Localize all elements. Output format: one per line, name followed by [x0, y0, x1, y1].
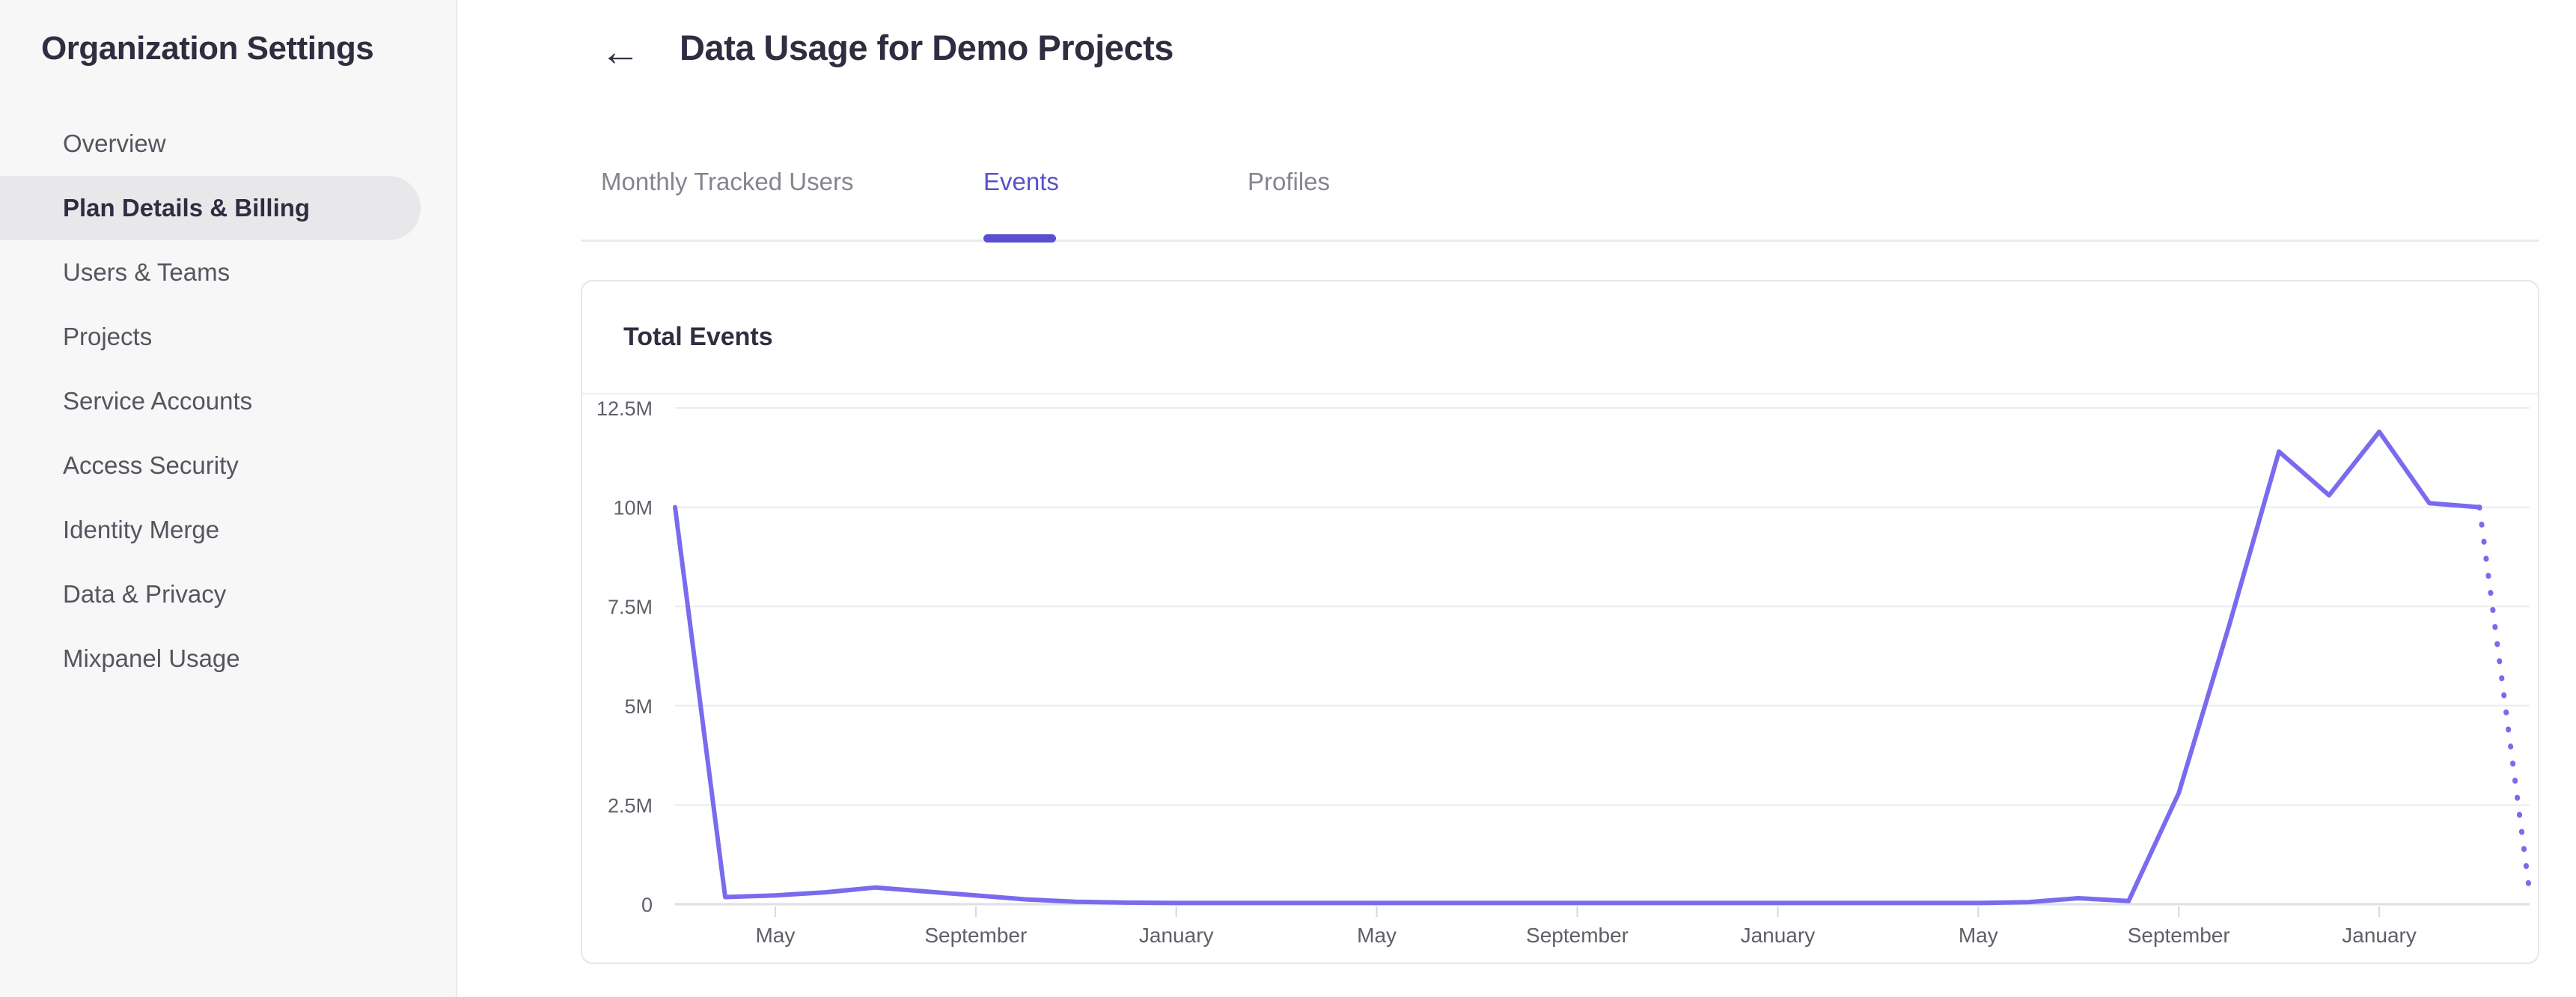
- x-axis-label: January: [1139, 924, 1214, 947]
- chart-wrap: 0 2.5M 5M 7.5M 10M 12.5M May September January Ma…: [582, 394, 2538, 961]
- y-axis-label: 12.5M: [596, 397, 653, 420]
- sidebar-item-projects[interactable]: Projects: [63, 323, 153, 350]
- x-axis-label: May: [755, 924, 795, 947]
- sidebar-item-mixpanel-usage[interactable]: Mixpanel Usage: [63, 644, 240, 672]
- tab-monthly-tracked-users[interactable]: Monthly Tracked Users: [601, 168, 854, 195]
- y-axis-label: 7.5M: [608, 596, 653, 618]
- series-line-solid: [673, 429, 2482, 906]
- x-axis-label: January: [1741, 924, 1816, 947]
- events-line-chart: 0 2.5M 5M 7.5M 10M 12.5M May September January Ma…: [596, 397, 2533, 947]
- x-axis-label: September: [924, 924, 1027, 947]
- y-axis-label: 0: [641, 894, 653, 916]
- x-axis-label: January: [2342, 924, 2417, 947]
- series-line-projected-dotted: [2476, 504, 2533, 895]
- sidebar-item-plan-details-billing[interactable]: Plan Details & Billing: [0, 176, 421, 240]
- y-axis-label: 5M: [624, 695, 653, 718]
- sidebar-title: Organization Settings: [41, 30, 374, 67]
- x-axis-label: May: [1959, 924, 1998, 947]
- sidebar-item-access-security[interactable]: Access Security: [63, 451, 239, 479]
- x-axis-label: September: [1526, 924, 1629, 947]
- tabs-divider: [581, 240, 2539, 242]
- y-axis-label: 2.5M: [608, 794, 653, 817]
- x-axis-label: September: [2128, 924, 2230, 947]
- x-axis-label: May: [1357, 924, 1397, 947]
- sidebar: Organization Settings Overview Plan Deta…: [0, 0, 457, 997]
- back-arrow-icon: ←: [600, 29, 641, 74]
- sidebar-item-service-accounts[interactable]: Service Accounts: [63, 387, 253, 415]
- sidebar-item-overview[interactable]: Overview: [63, 129, 166, 157]
- card-title: Total Events: [623, 323, 773, 351]
- sidebar-nav: Overview Plan Details & Billing Users & …: [0, 112, 456, 691]
- y-axis-label: 10M: [613, 497, 653, 519]
- tab-active-indicator: [983, 234, 1056, 243]
- back-button[interactable]: ←: [594, 25, 647, 78]
- sidebar-item-data-privacy[interactable]: Data & Privacy: [63, 580, 227, 608]
- sidebar-item-users-teams[interactable]: Users & Teams: [63, 258, 231, 286]
- usage-card: Total Events 0 2.5M 5M 7.5M 10M 12.5M May Septe…: [581, 280, 2539, 964]
- card-header: Total Events: [582, 281, 2538, 394]
- tab-events[interactable]: Events: [983, 168, 1059, 195]
- page-title: Data Usage for Demo Projects: [680, 28, 1173, 67]
- tab-profiles[interactable]: Profiles: [1248, 168, 1331, 195]
- sidebar-item-identity-merge[interactable]: Identity Merge: [63, 516, 220, 543]
